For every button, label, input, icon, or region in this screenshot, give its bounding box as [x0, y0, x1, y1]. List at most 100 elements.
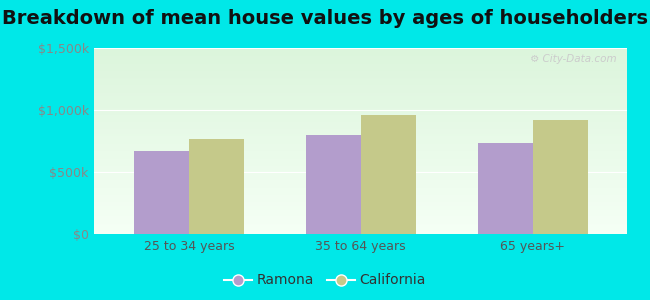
- Bar: [94, 64, 627, 65]
- Bar: [134, 151, 188, 234]
- Bar: [94, 114, 627, 115]
- Bar: [94, 48, 627, 49]
- Bar: [94, 73, 627, 74]
- Bar: [94, 165, 627, 166]
- Bar: [94, 213, 627, 214]
- Bar: [94, 210, 627, 211]
- Bar: [94, 209, 627, 210]
- Bar: [94, 139, 627, 140]
- Bar: [94, 229, 627, 230]
- Bar: [94, 204, 627, 205]
- Bar: [94, 97, 627, 98]
- Bar: [94, 160, 627, 161]
- Bar: [94, 167, 627, 168]
- Bar: [94, 194, 627, 195]
- Bar: [94, 86, 627, 87]
- Bar: [94, 160, 627, 161]
- Bar: [94, 111, 627, 112]
- Bar: [94, 131, 627, 132]
- Bar: [94, 105, 627, 106]
- Bar: [94, 156, 627, 157]
- Bar: [94, 119, 627, 120]
- Bar: [94, 134, 627, 135]
- Bar: [94, 151, 627, 152]
- Bar: [94, 52, 627, 54]
- Bar: [94, 202, 627, 203]
- Bar: [94, 218, 627, 219]
- Bar: [94, 83, 627, 84]
- Bar: [94, 82, 627, 83]
- Bar: [94, 144, 627, 145]
- Bar: [94, 186, 627, 187]
- Bar: [94, 198, 627, 199]
- Bar: [94, 126, 627, 127]
- Bar: [94, 214, 627, 215]
- Bar: [94, 106, 627, 107]
- Bar: [94, 77, 627, 78]
- Bar: [94, 55, 627, 56]
- Bar: [94, 166, 627, 167]
- Bar: [94, 88, 627, 89]
- Bar: [94, 190, 627, 191]
- Bar: [94, 84, 627, 85]
- Bar: [94, 143, 627, 144]
- Bar: [94, 118, 627, 119]
- Bar: [94, 191, 627, 192]
- Bar: [94, 95, 627, 96]
- Bar: [94, 188, 627, 189]
- Bar: [94, 179, 627, 180]
- Bar: [94, 59, 627, 60]
- Bar: [94, 223, 627, 224]
- Bar: [94, 152, 627, 153]
- Bar: [94, 112, 627, 113]
- Bar: [478, 143, 533, 234]
- Bar: [94, 128, 627, 129]
- Bar: [94, 150, 627, 151]
- Bar: [94, 67, 627, 68]
- Bar: [94, 91, 627, 92]
- Bar: [94, 212, 627, 213]
- Bar: [94, 66, 627, 67]
- Bar: [94, 56, 627, 57]
- Bar: [94, 225, 627, 226]
- Bar: [94, 121, 627, 122]
- Bar: [188, 139, 244, 234]
- Bar: [94, 159, 627, 160]
- Bar: [94, 49, 627, 50]
- Bar: [94, 136, 627, 137]
- Bar: [94, 176, 627, 177]
- Bar: [94, 80, 627, 82]
- Bar: [94, 149, 627, 150]
- Text: ⚙ City-Data.com: ⚙ City-Data.com: [530, 54, 617, 64]
- Bar: [94, 72, 627, 73]
- Bar: [94, 113, 627, 114]
- Bar: [94, 69, 627, 70]
- Bar: [94, 207, 627, 208]
- Bar: [94, 62, 627, 63]
- Bar: [94, 100, 627, 101]
- Bar: [94, 189, 627, 190]
- Bar: [94, 130, 627, 131]
- Bar: [94, 195, 627, 196]
- Bar: [94, 133, 627, 134]
- Bar: [94, 169, 627, 170]
- Bar: [361, 115, 416, 234]
- Bar: [94, 148, 627, 149]
- Bar: [94, 75, 627, 76]
- Bar: [94, 85, 627, 86]
- Bar: [94, 222, 627, 223]
- Bar: [94, 125, 627, 126]
- Bar: [94, 124, 627, 125]
- Bar: [94, 183, 627, 184]
- Bar: [94, 127, 627, 128]
- Bar: [94, 233, 627, 234]
- Bar: [94, 71, 627, 72]
- Bar: [94, 170, 627, 171]
- Bar: [94, 93, 627, 94]
- Text: Breakdown of mean house values by ages of householders: Breakdown of mean house values by ages o…: [2, 9, 648, 28]
- Bar: [94, 104, 627, 105]
- Bar: [94, 178, 627, 179]
- Bar: [94, 163, 627, 164]
- Bar: [94, 51, 627, 52]
- Bar: [94, 158, 627, 159]
